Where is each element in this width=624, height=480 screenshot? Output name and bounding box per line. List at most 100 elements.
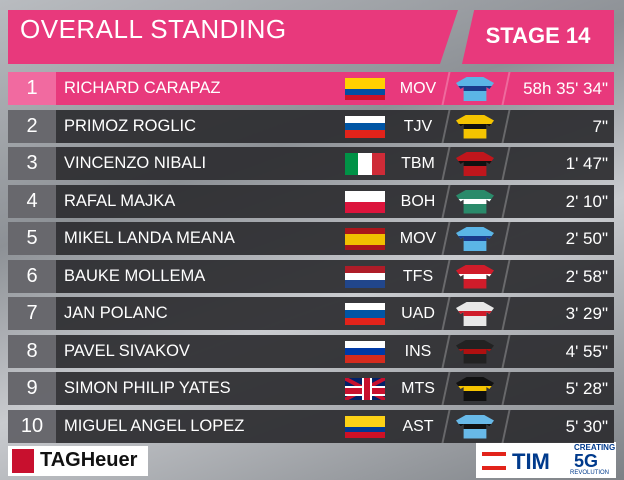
team: AST <box>402 417 434 435</box>
jersey <box>456 339 494 364</box>
rider-name: RICHARD CARAPAZ <box>64 79 221 97</box>
rank: 2 <box>8 109 56 143</box>
team: TFS <box>402 267 434 285</box>
flag-part <box>345 303 385 311</box>
flag-part <box>345 115 385 124</box>
rider-name: MIGUEL ANGEL LOPEZ <box>64 416 245 435</box>
rider-name: MIKEL LANDA MEANA <box>64 229 235 247</box>
flag <box>345 340 385 363</box>
flag-part <box>345 317 385 325</box>
team: TBM <box>401 155 435 172</box>
jersey-band <box>456 311 494 316</box>
sponsor-big: 5G <box>574 451 599 471</box>
team: MOV <box>399 230 437 247</box>
title: OVERALL STANDING <box>20 14 287 44</box>
rank: 1 <box>8 72 56 105</box>
jersey <box>456 302 494 326</box>
stage: STAGE 14 <box>485 23 591 48</box>
rider-name: JAN POLANC <box>64 304 168 322</box>
sponsor-small: CREATING <box>574 443 616 452</box>
standing-row: 5 MIKEL LANDA MEANA MOV 2' 50" <box>8 222 614 255</box>
flag-part <box>345 244 385 250</box>
jersey-band <box>456 273 494 279</box>
time: 2' 58" <box>565 266 608 286</box>
standing-row: 6 BAUKE MOLLEMA TFS 2' 58" <box>8 259 614 293</box>
time: 5' 30" <box>565 416 608 436</box>
flag <box>345 265 385 288</box>
rider-name: BAUKE MOLLEMA <box>64 266 206 285</box>
jersey <box>456 189 494 214</box>
flag-part <box>362 378 372 400</box>
rider-name: VINCENZO NIBALI <box>64 154 207 172</box>
flag-part <box>345 310 385 319</box>
standing-row: 10 MIGUEL ANGEL LOPEZ AST 5' 30" <box>8 409 614 443</box>
separator <box>501 334 511 368</box>
time: 2' 50" <box>565 229 608 248</box>
stage-box <box>462 10 614 64</box>
jersey-band <box>456 348 494 354</box>
team: TJV <box>403 117 433 135</box>
flag-part <box>345 265 385 274</box>
flag-part <box>345 347 385 356</box>
flag-part <box>345 426 385 433</box>
flag-part <box>345 421 385 427</box>
sponsor-text: TAGHeuer <box>40 449 138 471</box>
flag-part <box>345 280 385 288</box>
jersey <box>456 227 494 251</box>
separator <box>501 147 511 180</box>
flag-part <box>345 78 385 84</box>
flag-part <box>345 272 385 281</box>
flag-part <box>345 89 385 95</box>
jersey-band <box>456 423 494 429</box>
separator <box>501 184 511 218</box>
tim-mark <box>482 452 506 470</box>
rank: 9 <box>8 372 56 405</box>
sponsor-small: REVOLUTION <box>570 470 610 476</box>
separator <box>501 259 511 293</box>
team: MOV <box>399 80 437 97</box>
time: 4' 55" <box>565 341 608 361</box>
standing-row: 1 RICHARD CARAPAZ MOV 58h 35' 34" <box>8 72 614 105</box>
rider-name: PRIMOZ ROGLIC <box>64 116 197 135</box>
flag <box>345 153 385 175</box>
flag-part <box>345 201 385 213</box>
jersey <box>456 77 494 101</box>
separator <box>501 409 511 443</box>
standing-row: 9 SIMON PHILIP YATES MTS 5' 28" <box>8 372 614 405</box>
flag <box>345 190 385 213</box>
team: MTS <box>401 380 435 397</box>
time: 1' 47" <box>565 154 608 173</box>
rider-name: PAVEL SIVAKOV <box>64 341 190 360</box>
jersey-band <box>456 198 494 204</box>
flag-part <box>345 415 385 422</box>
flag-part <box>345 239 385 245</box>
separator <box>501 222 511 255</box>
jersey <box>456 377 494 401</box>
sponsor-right: TIM CREATING 5G REVOLUTION <box>476 442 616 478</box>
flag-part <box>345 94 385 100</box>
jersey <box>456 414 494 439</box>
team: INS <box>404 342 432 360</box>
flag-part <box>345 340 385 349</box>
jersey <box>456 152 494 176</box>
flag-part <box>371 153 385 175</box>
jersey <box>456 114 494 139</box>
jersey-band <box>456 161 494 166</box>
sponsor-text: TIM <box>512 449 550 474</box>
standing-row: 4 RAFAL MAJKA BOH 2' 10" <box>8 184 614 218</box>
jersey-band <box>456 386 494 391</box>
flag <box>345 415 385 438</box>
flag <box>345 228 385 250</box>
flag-part <box>345 83 385 90</box>
flag-part <box>345 355 385 363</box>
sponsor-left: TAGHeuer <box>8 446 148 476</box>
standing-row: 3 VINCENZO NIBALI TBM 1' 47" <box>8 147 614 180</box>
time: 2' 10" <box>565 191 608 211</box>
rank: 4 <box>8 184 56 218</box>
jersey-band <box>456 236 494 241</box>
standing-row: 7 JAN POLANC UAD 3' 29" <box>8 297 614 330</box>
flag-part <box>345 130 385 138</box>
separator <box>501 109 511 143</box>
jersey <box>456 264 494 289</box>
